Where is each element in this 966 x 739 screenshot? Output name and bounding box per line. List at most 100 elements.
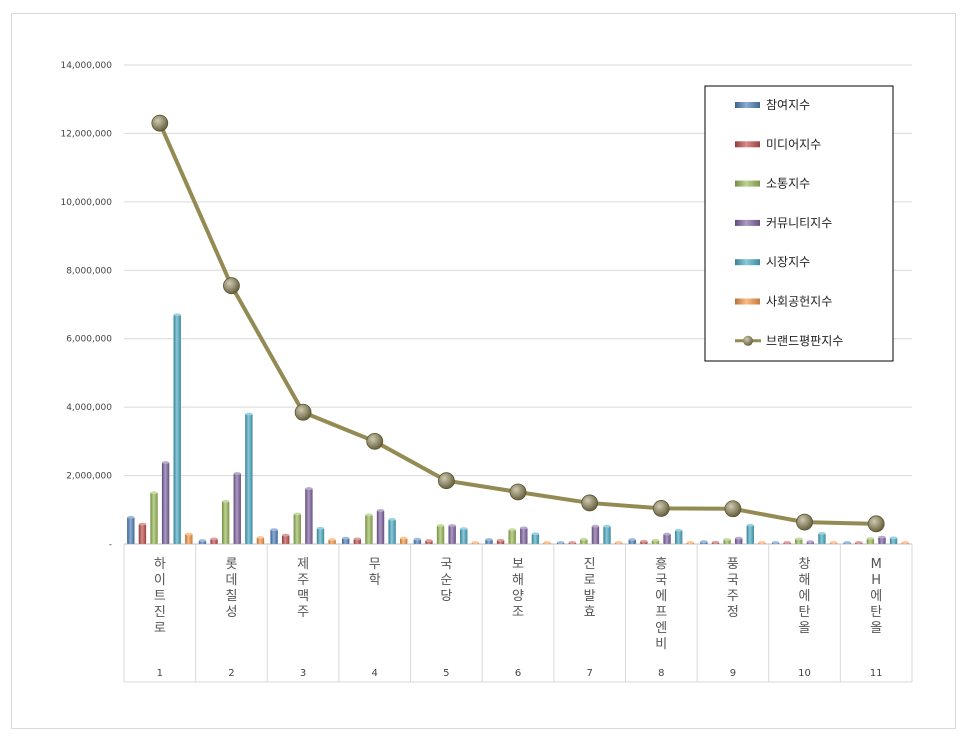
bar-소통지수-4 xyxy=(365,514,373,544)
legend-swatch xyxy=(735,180,760,187)
bar-series xyxy=(127,313,909,544)
legend-label: 미디어지수 xyxy=(766,137,821,151)
bar-시장지수-10 xyxy=(818,533,826,544)
bar-참여지수-4 xyxy=(342,538,350,544)
y-tick-label: 12,000,000 xyxy=(60,129,112,139)
y-tick-label: - xyxy=(109,540,112,550)
line-marker-3 xyxy=(294,403,312,421)
bar-cap xyxy=(818,531,826,535)
bar-cap xyxy=(711,540,720,544)
bar-cap xyxy=(843,541,851,544)
bar-커뮤니티지수-2 xyxy=(233,473,241,544)
bar-참여지수-1 xyxy=(127,517,135,544)
bar-cap xyxy=(614,541,623,544)
bar-소통지수-10 xyxy=(795,538,803,544)
bar-미디어지수-2 xyxy=(210,538,218,544)
x-category-index: 3 xyxy=(300,668,306,679)
line-marker-10 xyxy=(796,513,813,531)
bar-사회공헌지수-1 xyxy=(185,534,193,544)
bar-cap xyxy=(866,537,875,540)
legend-item-6: 사회공헌지수 xyxy=(735,295,832,309)
bar-cap xyxy=(161,461,170,464)
y-tick-label: 10,000,000 xyxy=(60,198,112,208)
bar-시장지수-11 xyxy=(889,537,898,544)
bar-커뮤니티지수-8 xyxy=(663,534,671,544)
line-marker-7 xyxy=(581,494,599,512)
legend-swatch xyxy=(735,259,760,266)
bar-시장지수-1 xyxy=(173,314,181,544)
legend-item-4: 커뮤니티지수 xyxy=(735,216,832,230)
bar-cap xyxy=(400,536,408,540)
line-marker-2 xyxy=(223,277,240,295)
bar-cap xyxy=(293,512,301,516)
legend-item-3: 소통지수 xyxy=(735,177,810,191)
bar-시장지수-5 xyxy=(460,528,468,544)
bar-cap xyxy=(388,517,396,521)
bar-시장지수-9 xyxy=(746,525,755,544)
bar-cap xyxy=(580,537,588,541)
legend-label: 참여지수 xyxy=(766,98,810,112)
bar-cap xyxy=(328,538,336,541)
y-tick-label: 4,000,000 xyxy=(66,403,112,413)
bar-cap xyxy=(150,491,158,495)
bar-커뮤니티지수-1 xyxy=(161,462,170,544)
bar-cap xyxy=(556,541,565,544)
line-marker-4 xyxy=(366,432,384,450)
line-marker-8 xyxy=(652,500,670,517)
chart-frame: - 2,000,000 4,000,000 6,000,000 8,000,000 10,… xyxy=(11,13,956,729)
bar-cap xyxy=(138,522,147,526)
bar-cap xyxy=(376,509,385,512)
bar-시장지수-3 xyxy=(316,528,325,544)
legend-label: 시장지수 xyxy=(766,255,810,269)
x-category-index: 6 xyxy=(515,668,521,679)
bar-cap xyxy=(640,539,648,543)
x-category-index: 10 xyxy=(798,668,811,679)
bar-cap xyxy=(436,524,445,527)
bar-커뮤니티지수-9 xyxy=(735,538,743,544)
bar-cap xyxy=(628,538,636,541)
bar-cap xyxy=(543,541,551,544)
bar-cap xyxy=(245,412,253,416)
legend-swatch xyxy=(735,102,760,108)
bar-cap xyxy=(460,527,468,531)
bar-cap xyxy=(316,526,325,530)
bar-cap xyxy=(568,541,576,544)
bar-cap xyxy=(520,526,528,530)
legend-label: 소통지수 xyxy=(766,177,810,191)
line-marker-9 xyxy=(724,500,742,518)
line-marker-6 xyxy=(509,483,527,501)
bar-cap xyxy=(686,541,694,544)
bar-사회공헌지수-4 xyxy=(400,538,408,544)
x-axis: 하 이 트 진 로 1 롯 데 칠 성 2 제 주 맥 주 3 무 학 4 국 순 당 5 보 해 양 조 6 진 로 발 효 7 흥 국 에 프 엔 비 8… xyxy=(123,544,913,683)
bar-커뮤니티지수-11 xyxy=(878,537,886,544)
line-series xyxy=(151,114,885,533)
x-category-index: 4 xyxy=(372,668,378,679)
x-category-index: 5 xyxy=(443,668,449,679)
bar-cap xyxy=(210,537,218,541)
bar-cap xyxy=(723,538,731,541)
bar-커뮤니티지수-5 xyxy=(448,525,456,544)
line-marker-5 xyxy=(437,472,455,490)
bar-cap xyxy=(198,539,207,542)
line-marker-1 xyxy=(151,114,169,132)
bar-cap xyxy=(256,536,265,539)
bar-시장지수-7 xyxy=(603,526,611,544)
bar-소통지수-11 xyxy=(866,538,875,544)
bar-cap xyxy=(746,523,755,527)
bar-cap xyxy=(413,537,422,541)
y-axis-ticks: - 2,000,000 4,000,000 6,000,000 8,000,000 10,… xyxy=(60,61,112,550)
bar-시장지수-6 xyxy=(531,533,540,544)
bar-cap xyxy=(663,532,671,536)
bar-cap xyxy=(185,532,193,536)
bar-cap xyxy=(651,538,660,542)
x-category-index: 11 xyxy=(870,668,883,679)
bar-cap xyxy=(342,536,350,540)
